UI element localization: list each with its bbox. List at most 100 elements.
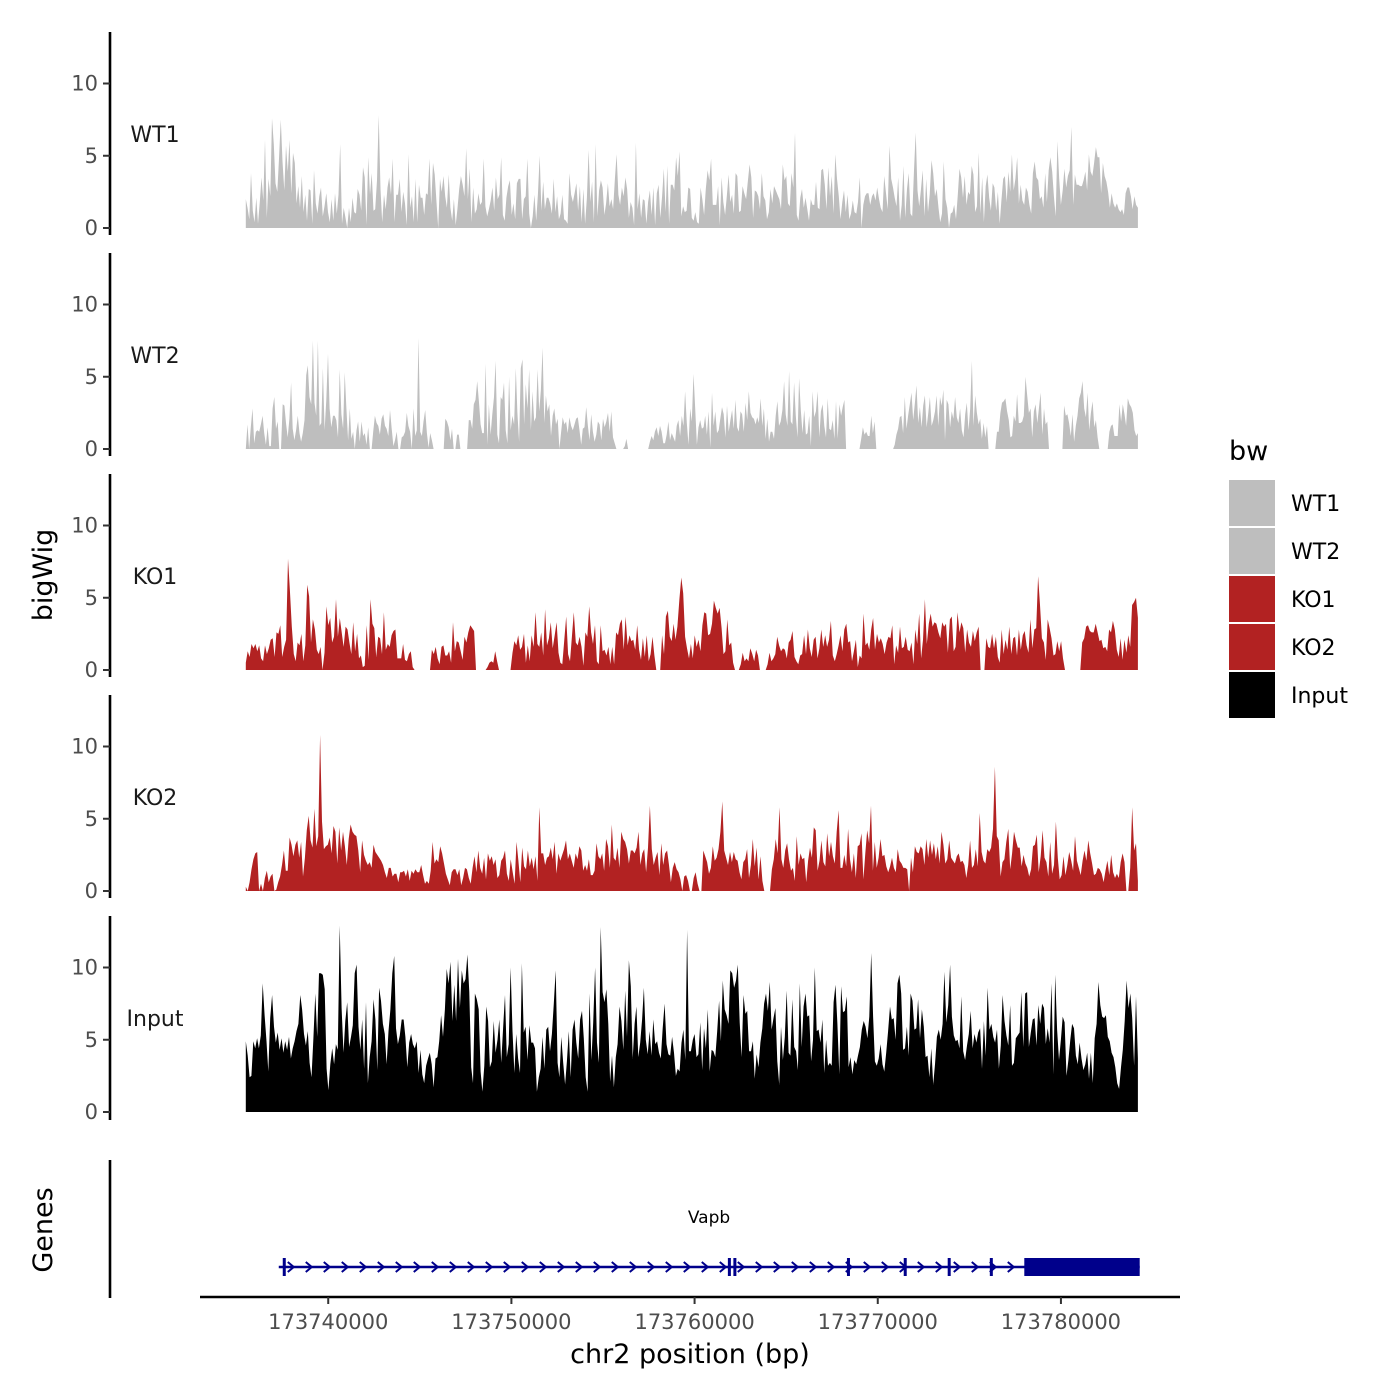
legend-label: WT2: [1291, 540, 1340, 565]
track-panel-input: 0 5 10 Input: [71, 916, 1138, 1124]
y-tick-label: 0: [85, 1100, 98, 1124]
strand-arrow: [521, 1261, 530, 1273]
gene-track: Vapb: [108, 1160, 1140, 1298]
strand-arrow: [683, 1261, 692, 1273]
legend-swatch: [1229, 624, 1275, 670]
signal-area-ko2: [245, 734, 1138, 891]
strand-arrow: [647, 1261, 656, 1273]
y-axis-title: bigWig: [28, 529, 59, 622]
legend-swatch: [1229, 672, 1275, 718]
legend-item-wt2: WT2: [1229, 528, 1340, 574]
strand-arrow: [773, 1261, 782, 1273]
legend-label: KO2: [1291, 636, 1336, 661]
strand-arrow: [467, 1261, 476, 1273]
strand-arrow: [557, 1261, 566, 1273]
strand-arrow: [737, 1261, 746, 1273]
y-tick-label: 0: [85, 437, 98, 461]
x-tick-label: 173760000: [634, 1310, 754, 1334]
track-label: Input: [127, 1007, 184, 1032]
y-tick-label: 5: [85, 144, 98, 168]
strand-arrow: [593, 1261, 602, 1273]
legend: bw WT1 WT2 KO1 KO2 Input: [1229, 436, 1348, 718]
legend-swatch: [1229, 480, 1275, 526]
y-tick-label: 10: [71, 735, 98, 759]
legend-label: Input: [1291, 684, 1348, 709]
y-tick-label: 10: [71, 514, 98, 538]
track-label: KO2: [133, 786, 178, 811]
y-tick-label: 5: [85, 807, 98, 831]
legend-label: KO1: [1291, 588, 1336, 613]
strand-arrow: [449, 1261, 458, 1273]
y-tick-label: 10: [71, 293, 98, 317]
gene-label: Vapb: [688, 1208, 730, 1228]
exon-mark: [846, 1258, 850, 1276]
legend-swatch: [1229, 528, 1275, 574]
legend-item-ko2: KO2: [1229, 624, 1336, 670]
y-tick-label: 0: [85, 658, 98, 682]
strand-arrow: [701, 1261, 710, 1273]
exon-mark: [727, 1258, 731, 1276]
legend-swatch: [1229, 576, 1275, 622]
strand-arrow: [575, 1261, 584, 1273]
y-tick-label: 10: [71, 956, 98, 980]
track-label: KO1: [133, 565, 178, 590]
strand-arrow: [917, 1261, 926, 1273]
track-panel-ko1: 0 5 10 KO1: [71, 474, 1138, 682]
exon-mark: [903, 1258, 907, 1276]
y-tick-label: 10: [71, 72, 98, 96]
strand-arrow: [953, 1261, 962, 1273]
y-tick-label: 5: [85, 365, 98, 389]
strand-arrow: [809, 1261, 818, 1273]
strand-arrow: [611, 1261, 620, 1273]
y-tick-label: 5: [85, 586, 98, 610]
signal-area-wt1: [245, 115, 1138, 228]
exon-mark: [989, 1258, 993, 1276]
track-panel-wt2: 0 5 10 WT2: [71, 253, 1138, 461]
strand-arrow: [377, 1261, 386, 1273]
genes-track-title: Genes: [28, 1187, 59, 1272]
strand-arrow: [827, 1261, 836, 1273]
strand-arrow: [503, 1261, 512, 1273]
x-axis: 173740000 173750000 173760000 173770000 1737…: [200, 1295, 1180, 1334]
strand-arrow: [629, 1261, 638, 1273]
x-tick-label: 173770000: [818, 1310, 938, 1334]
legend-item-wt1: WT1: [1229, 480, 1340, 526]
strand-arrow: [863, 1261, 872, 1273]
strand-arrow: [935, 1261, 944, 1273]
strand-arrow: [1007, 1261, 1016, 1273]
y-tick-label: 5: [85, 1028, 98, 1052]
legend-title: bw: [1229, 436, 1268, 467]
strand-arrow: [539, 1261, 548, 1273]
y-tick-label: 0: [85, 879, 98, 903]
track-label: WT2: [130, 344, 179, 369]
strand-arrow: [413, 1261, 422, 1273]
x-tick-label: 173780000: [1001, 1310, 1121, 1334]
strand-arrow: [305, 1261, 314, 1273]
strand-arrow: [323, 1261, 332, 1273]
strand-arrow: [485, 1261, 494, 1273]
strand-arrow: [719, 1261, 728, 1273]
strand-arrow: [431, 1261, 440, 1273]
legend-item-ko1: KO1: [1229, 576, 1336, 622]
x-axis-title: chr2 position (bp): [570, 1339, 810, 1370]
strand-arrow: [881, 1261, 890, 1273]
strand-arrow: [359, 1261, 368, 1273]
strand-arrow: [755, 1261, 764, 1273]
exon-mark: [947, 1258, 951, 1276]
signal-area-ko1: [245, 558, 1138, 670]
strand-arrow: [341, 1261, 350, 1273]
strand-arrow: [395, 1261, 404, 1273]
strand-arrow: [665, 1261, 674, 1273]
strand-arrow: [287, 1261, 296, 1273]
track-label: WT1: [130, 123, 179, 148]
gene-utr-block: [1024, 1258, 1140, 1276]
signal-area-wt2: [245, 337, 1138, 449]
y-tick-label: 0: [85, 216, 98, 240]
x-tick-label: 173750000: [451, 1310, 571, 1334]
exon-mark: [733, 1258, 737, 1276]
track-panel-wt1: 0 5 10 WT1: [71, 32, 1138, 240]
legend-label: WT1: [1291, 492, 1340, 517]
strand-arrow: [791, 1261, 800, 1273]
strand-arrow: [971, 1261, 980, 1273]
